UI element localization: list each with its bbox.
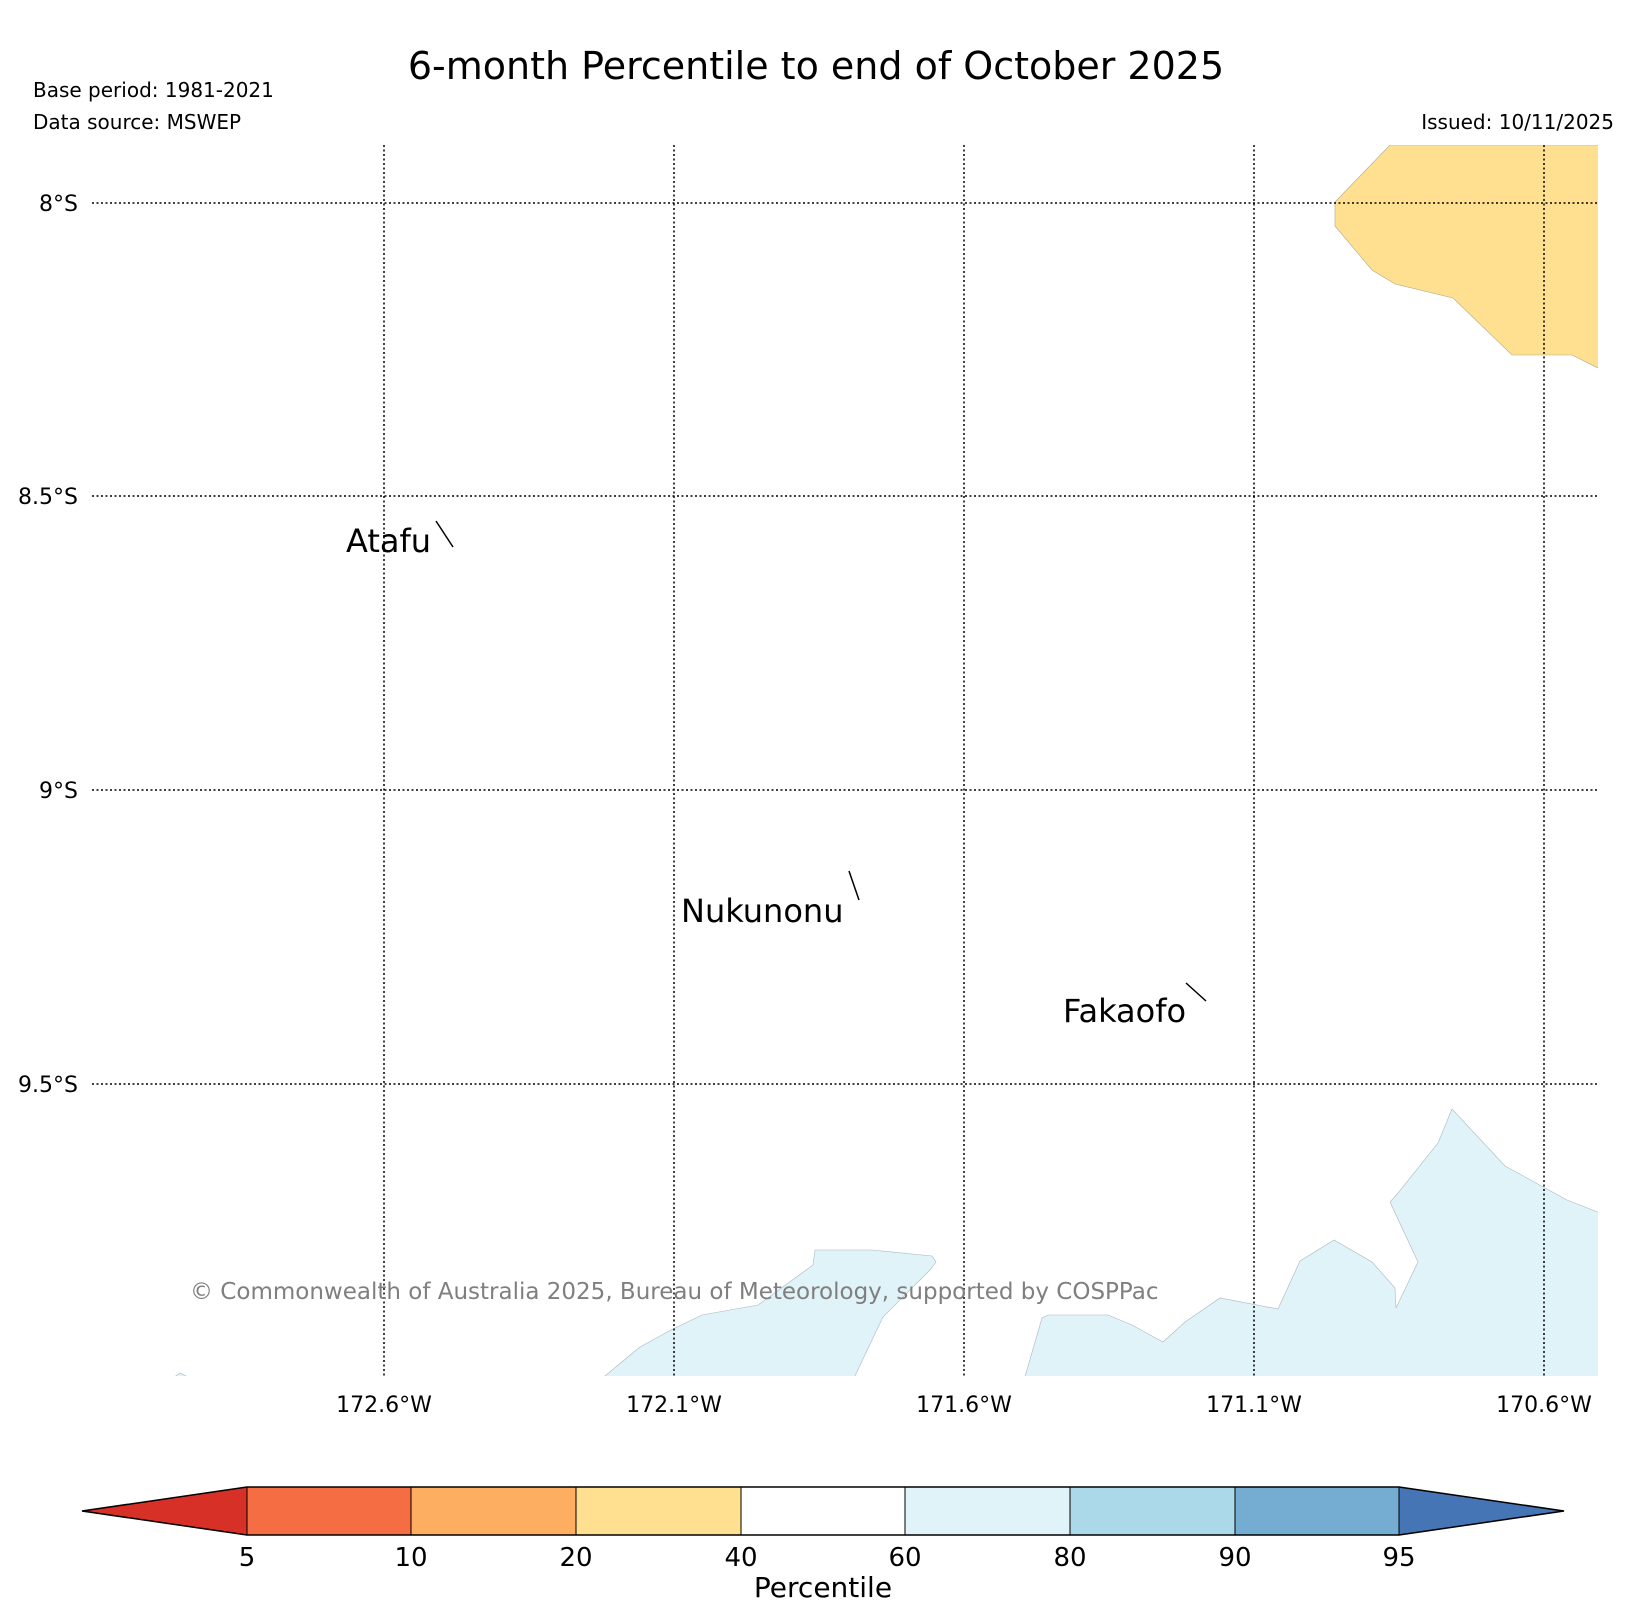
colorbar-tick-80: 80	[1053, 1543, 1086, 1573]
region-60-80-percentile-west	[604, 1249, 937, 1376]
region-small-fragment	[175, 1372, 187, 1376]
place-label-atafu: Atafu	[346, 522, 431, 560]
colorbar-bin-80-90	[1070, 1487, 1235, 1535]
lat-label-9-5s: 9.5°S	[18, 1073, 78, 1098]
copyright-notice: © Commonwealth of Australia 2025, Bureau…	[190, 1279, 1159, 1305]
colorbar-extend-low	[82, 1487, 247, 1535]
island-nukunonu-outline	[848, 870, 860, 901]
lat-label-9s: 9°S	[39, 779, 78, 804]
lat-label-8-5s: 8.5°S	[18, 485, 78, 510]
colorbar-tick-10: 10	[394, 1543, 427, 1573]
longitude-gridlines	[383, 145, 1545, 1378]
island-fakaofo-outline	[1185, 982, 1207, 1002]
colorbar-tick-20: 20	[559, 1543, 592, 1573]
lon-label-170-6w: 170.6°W	[1496, 1393, 1592, 1418]
data-source-label: Data source: MSWEP	[33, 110, 242, 134]
lon-label-172-6w: 172.6°W	[336, 1393, 432, 1418]
lat-label-8s: 8°S	[39, 192, 78, 217]
colorbar-bin-5-10	[247, 1487, 411, 1535]
region-20-40-percentile	[1334, 145, 1598, 369]
colorbar-bin-90-95	[1235, 1487, 1399, 1535]
percentile-colorbar: 5 10 20 40 60 80 90 95 Percentile	[81, 1486, 1565, 1604]
colorbar-tick-90: 90	[1218, 1543, 1251, 1573]
colorbar-bin-20-40	[576, 1487, 741, 1535]
lon-label-172-1w: 172.1°W	[626, 1393, 722, 1418]
place-label-nukunonu: Nukunonu	[681, 892, 843, 930]
place-label-fakaofo: Fakaofo	[1063, 992, 1186, 1030]
colorbar-extend-high	[1399, 1487, 1564, 1535]
issued-date-label: Issued: 10/11/2025	[1421, 110, 1614, 134]
colorbar-tick-95: 95	[1382, 1543, 1415, 1573]
lon-label-171-1w: 171.1°W	[1206, 1393, 1302, 1418]
colorbar-bin-60-80	[905, 1487, 1070, 1535]
latitude-gridlines	[92, 202, 1598, 1085]
colorbar-title: Percentile	[754, 1571, 892, 1604]
map-title: 6-month Percentile to end of October 202…	[407, 44, 1225, 88]
island-atafu-outline	[435, 520, 454, 548]
colorbar-tick-40: 40	[724, 1543, 757, 1573]
region-60-80-percentile-east	[1024, 1108, 1598, 1376]
colorbar-bin-40-60	[741, 1487, 905, 1535]
lon-label-171-6w: 171.6°W	[916, 1393, 1012, 1418]
base-period-label: Base period: 1981-2021	[33, 78, 274, 102]
colorbar-tick-5: 5	[239, 1543, 256, 1573]
colorbar-tick-60: 60	[888, 1543, 921, 1573]
colorbar-bin-10-20	[411, 1487, 576, 1535]
